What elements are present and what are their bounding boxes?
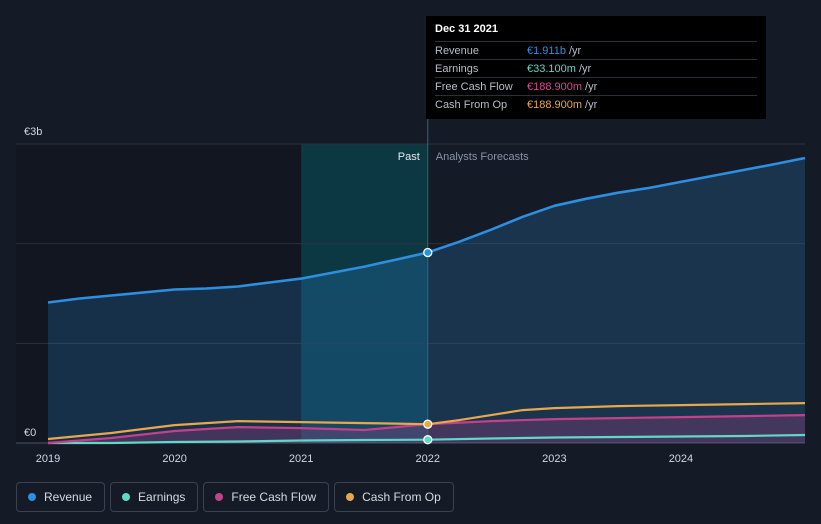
legend-dot-icon bbox=[215, 493, 224, 501]
x-tick-label: 2024 bbox=[669, 453, 693, 465]
tooltip-unit: /yr bbox=[585, 80, 598, 93]
y-label-max: €3b bbox=[24, 126, 42, 138]
tooltip-label: Free Cash Flow bbox=[435, 80, 513, 93]
marker-cash-from-op bbox=[423, 419, 433, 429]
tooltip-unit: /yr bbox=[585, 98, 598, 111]
tooltip-unit: /yr bbox=[578, 62, 592, 75]
legend: Revenue Earnings Free Cash Flow Cash Fro… bbox=[16, 482, 454, 512]
tooltip-value: €188.900m bbox=[527, 98, 583, 111]
y-label-zero: €0 bbox=[24, 427, 36, 439]
tooltip-label: Revenue bbox=[435, 44, 480, 57]
legend-item-free-cash-flow[interactable]: Free Cash Flow bbox=[203, 482, 330, 512]
tooltip-unit: /yr bbox=[568, 44, 582, 57]
legend-dot-icon bbox=[122, 493, 131, 501]
line-free-cash-flow bbox=[47, 414, 806, 445]
line-cash-from-op bbox=[47, 402, 806, 441]
tooltip-value: €33.100m bbox=[527, 62, 576, 75]
legend-dot-icon bbox=[28, 493, 36, 501]
legend-item-earnings[interactable]: Earnings bbox=[110, 482, 199, 512]
x-tick-label: 2020 bbox=[162, 453, 186, 465]
axis-labels: 2019 2020 2021 2022 2023 2024 bbox=[36, 453, 693, 465]
past-label: Past bbox=[398, 151, 420, 163]
legend-label: Earnings bbox=[138, 490, 186, 504]
legend-dot-icon bbox=[346, 493, 355, 501]
tooltip-row-earnings: Earnings €33.100m /yr bbox=[435, 59, 757, 77]
tooltip-date: Dec 31 2021 bbox=[435, 23, 498, 35]
x-tick-label: 2023 bbox=[542, 453, 566, 465]
forecast-label: Analysts Forecasts bbox=[436, 151, 529, 163]
highlight-band bbox=[301, 144, 428, 443]
x-tick-label: 2021 bbox=[289, 453, 313, 465]
tooltip-value: €1.911b bbox=[527, 44, 566, 57]
hover-markers bbox=[423, 247, 433, 445]
x-tick-label: 2019 bbox=[36, 453, 60, 465]
legend-label: Revenue bbox=[44, 490, 93, 504]
tooltip-label: Earnings bbox=[435, 62, 479, 75]
tooltip-row-free-cash-flow: Free Cash Flow €188.900m /yr bbox=[435, 77, 757, 95]
legend-label: Cash From Op bbox=[362, 490, 441, 504]
tooltip-value: €188.900m bbox=[527, 80, 583, 93]
tooltip: Dec 31 2021 Revenue €1.911b /yr Earnings… bbox=[426, 16, 766, 119]
tooltip-label: Cash From Op bbox=[435, 98, 508, 111]
marker-earnings bbox=[423, 435, 433, 445]
legend-item-revenue[interactable]: Revenue bbox=[16, 482, 106, 512]
tooltip-row-cash-from-op: Cash From Op €188.900m /yr bbox=[435, 95, 757, 113]
tooltip-row-revenue: Revenue €1.911b /yr bbox=[435, 41, 757, 59]
area-revenue bbox=[48, 158, 805, 443]
marker-revenue bbox=[423, 247, 433, 258]
x-tick-label: 2022 bbox=[416, 453, 440, 465]
legend-label: Free Cash Flow bbox=[231, 490, 317, 504]
legend-item-cash-from-op[interactable]: Cash From Op bbox=[334, 482, 454, 512]
